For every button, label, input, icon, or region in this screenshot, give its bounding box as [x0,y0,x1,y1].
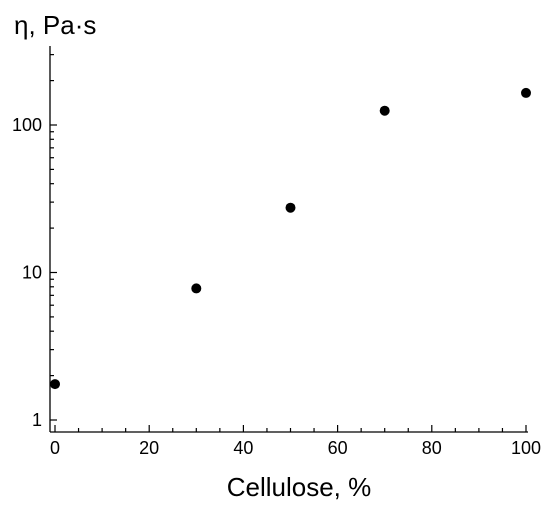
data-point [521,87,531,98]
y-tick-label: 100 [12,115,42,135]
axes [49,46,528,433]
x-axis-ticks: 0 20 40 60 80 100 [50,425,541,458]
x-tick-label: 100 [511,438,541,458]
y-tick-label: 1 [32,410,42,430]
data-point [285,202,296,213]
y-axis-ticks: 1 10 100 [12,54,57,430]
data-points [50,87,531,390]
x-tick-label: 80 [422,438,442,458]
data-point [191,283,202,294]
x-axis-title: Cellulose, % [227,472,372,502]
x-tick-label: 60 [328,438,348,458]
data-point [50,379,60,390]
x-tick-label: 40 [233,438,253,458]
data-point [379,105,390,116]
y-tick-label: 10 [22,263,42,283]
x-tick-label: 20 [139,438,159,458]
y-axis-title: η, Pa·s [14,10,96,40]
x-tick-label: 0 [50,438,60,458]
